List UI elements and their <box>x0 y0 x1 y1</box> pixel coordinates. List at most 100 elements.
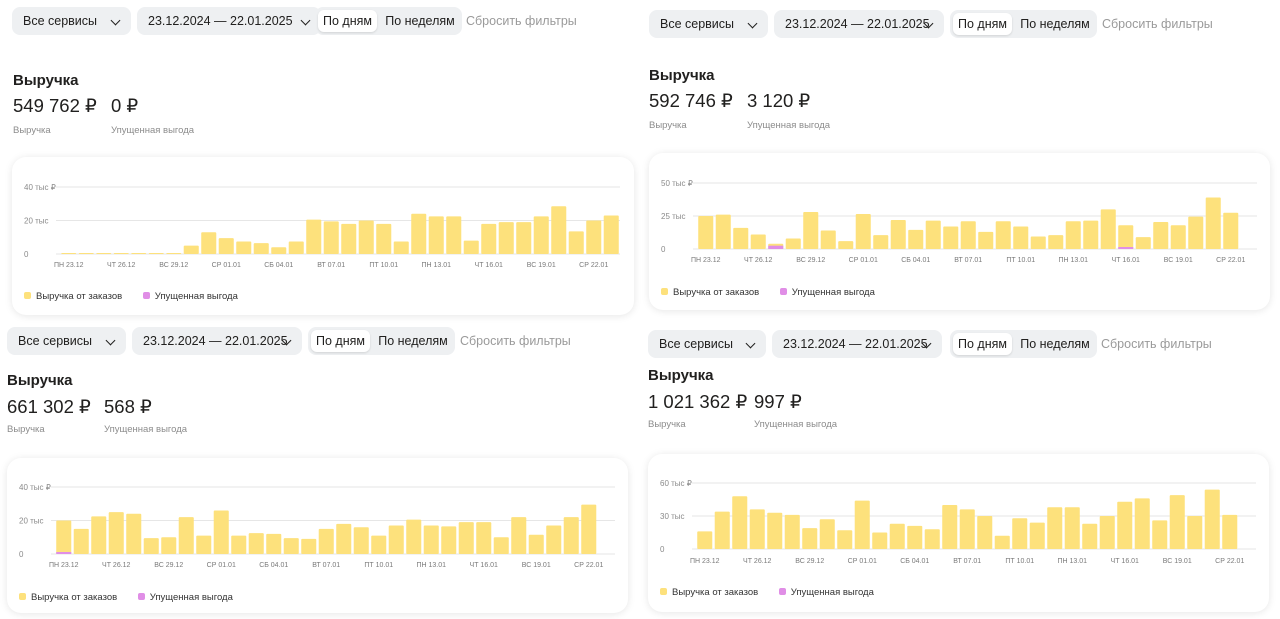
x-tick-label: ПН 23.12 <box>54 262 84 269</box>
by-week-button[interactable]: По неделям <box>378 334 448 348</box>
x-tick-label: СР 01.01 <box>207 562 236 569</box>
revenue-bar <box>872 532 888 549</box>
by-week-button[interactable]: По неделям <box>385 14 455 28</box>
legend-dot-icon <box>137 593 145 600</box>
by-day-button[interactable]: По дням <box>953 13 1012 35</box>
revenue-bar <box>837 530 853 549</box>
revenue-bar <box>1083 220 1099 249</box>
services-dropdown[interactable]: Все сервисы <box>648 330 766 358</box>
revenue-bar <box>148 253 164 254</box>
y-tick-label: 50 тыс ₽ <box>661 179 693 188</box>
revenue-bar <box>533 216 549 254</box>
revenue-bar <box>943 226 959 249</box>
section-title: Выручка <box>648 367 714 384</box>
revenue-bar <box>1204 489 1220 549</box>
revenue-bar <box>126 513 142 554</box>
services-dropdown[interactable]: Все сервисы <box>12 7 131 35</box>
revenue-bar <box>56 520 72 554</box>
x-tick-label: ВТ 07.01 <box>953 558 981 565</box>
revenue-bar <box>1223 212 1239 249</box>
reset-filters-link[interactable]: Сбросить фильтры <box>466 14 577 28</box>
revenue-bar <box>463 240 479 254</box>
revenue-bar <box>288 241 304 254</box>
revenue-bar-chart: 50 тыс ₽ 25 тыс 0 ПН 23.12 ЧТ 26.12 ВС 29.12 С… <box>661 179 1257 264</box>
revenue-bar <box>551 206 567 254</box>
x-tick-label: ВС 19.01 <box>1164 257 1193 264</box>
legend-label: Выручка от заказов <box>31 592 118 603</box>
reset-filters-link[interactable]: Сбросить фильтры <box>1101 337 1212 351</box>
legend-item-revenue[interactable]: Выручка от заказов <box>19 592 117 603</box>
y-tick-label: 0 <box>661 245 666 254</box>
legend-item-lost[interactable]: Упущенная выгода <box>779 287 875 298</box>
legend-dot-icon <box>661 288 668 295</box>
revenue-bar <box>924 529 940 549</box>
date-range-label: 23.12.2024 — 22.01.2025 <box>148 14 293 28</box>
by-week-button[interactable]: По неделям <box>1020 17 1090 31</box>
revenue-bar <box>908 229 924 249</box>
date-range-label: 23.12.2024 — 22.01.2025 <box>783 337 928 351</box>
chevron-down-icon <box>98 327 126 355</box>
chart-card: 40 тыс ₽ 20 тыс 0 ПН 23.12 ЧТ 26.12 ВС 29.12 С… <box>12 157 634 315</box>
revenue-bar <box>493 537 509 554</box>
revenue-label: Выручка <box>13 125 51 136</box>
by-week-button[interactable]: По неделям <box>1020 337 1090 351</box>
date-range-dropdown[interactable]: 23.12.2024 — 22.01.2025 <box>774 10 944 38</box>
lost-profit-bar <box>768 245 784 249</box>
legend-item-revenue[interactable]: Выручка от заказов <box>660 587 758 598</box>
date-range-dropdown[interactable]: 23.12.2024 — 22.01.2025 <box>137 7 321 35</box>
revenue-bar <box>358 220 374 254</box>
services-dropdown[interactable]: Все сервисы <box>7 327 126 355</box>
revenue-bar <box>802 528 818 549</box>
legend-item-lost[interactable]: Упущенная выгода <box>137 592 233 603</box>
x-tick-label: ЧТ 16.01 <box>1112 257 1141 264</box>
legend-item-revenue[interactable]: Выручка от заказов <box>24 291 122 302</box>
revenue-bar <box>803 212 819 249</box>
revenue-bar <box>698 216 714 249</box>
chart-card: 60 тыс ₽ 30 тыс 0 ПН 23.12 ЧТ 26.12 ВС 29.12 С… <box>648 454 1269 612</box>
x-tick-label: ЧТ 16.01 <box>1111 558 1140 565</box>
legend-dot-icon <box>24 292 31 299</box>
services-dropdown[interactable]: Все сервисы <box>649 10 768 38</box>
lost-profit-value: 568 ₽ <box>104 396 152 417</box>
revenue-bar <box>1013 226 1029 249</box>
legend-dot-icon <box>19 593 26 600</box>
y-tick-label: 40 тыс ₽ <box>24 183 56 192</box>
revenue-bar <box>143 538 159 554</box>
revenue-bar <box>301 538 317 554</box>
revenue-bar <box>697 531 713 549</box>
revenue-bar <box>819 519 835 549</box>
by-day-button[interactable]: По дням <box>311 330 370 352</box>
revenue-bar <box>854 500 870 549</box>
lost-profit-label: Упущенная выгода <box>747 120 831 131</box>
revenue-bar <box>318 528 334 554</box>
revenue-bar <box>73 528 89 554</box>
legend-label: Упущенная выгода <box>149 592 233 603</box>
legend-dot-icon <box>778 588 786 595</box>
x-tick-label: ВС 29.12 <box>796 257 825 264</box>
x-tick-label: ЧТ 26.12 <box>744 257 773 264</box>
revenue-bar <box>1153 221 1169 249</box>
section-title: Выручка <box>13 72 79 89</box>
revenue-bar <box>568 231 584 254</box>
by-day-button[interactable]: По дням <box>318 10 377 32</box>
chart-card: 50 тыс ₽ 25 тыс 0 ПН 23.12 ЧТ 26.12 ВС 29.12 С… <box>649 153 1270 310</box>
revenue-bar <box>266 533 282 554</box>
revenue-bar <box>563 517 579 554</box>
revenue-bar <box>978 231 994 249</box>
reset-filters-link[interactable]: Сбросить фильтры <box>460 334 571 348</box>
reset-filters-link[interactable]: Сбросить фильтры <box>1102 17 1213 31</box>
x-tick-label: ПТ 10.01 <box>369 262 398 269</box>
revenue-bar <box>855 214 871 249</box>
chevron-down-icon <box>274 327 302 355</box>
legend-item-lost[interactable]: Упущенная выгода <box>142 291 238 302</box>
by-day-button[interactable]: По дням <box>953 333 1012 355</box>
lost-profit-label: Упущенная выгода <box>111 125 195 136</box>
legend-dot-icon <box>660 588 667 595</box>
date-range-dropdown[interactable]: 23.12.2024 — 22.01.2025 <box>132 327 302 355</box>
legend-item-lost[interactable]: Упущенная выгода <box>778 587 874 598</box>
legend-item-revenue[interactable]: Выручка от заказов <box>661 287 759 298</box>
x-tick-label: СБ 04.01 <box>264 262 293 269</box>
revenue-bar <box>1047 507 1063 549</box>
revenue-bar <box>889 523 905 549</box>
date-range-dropdown[interactable]: 23.12.2024 — 22.01.2025 <box>772 330 942 358</box>
